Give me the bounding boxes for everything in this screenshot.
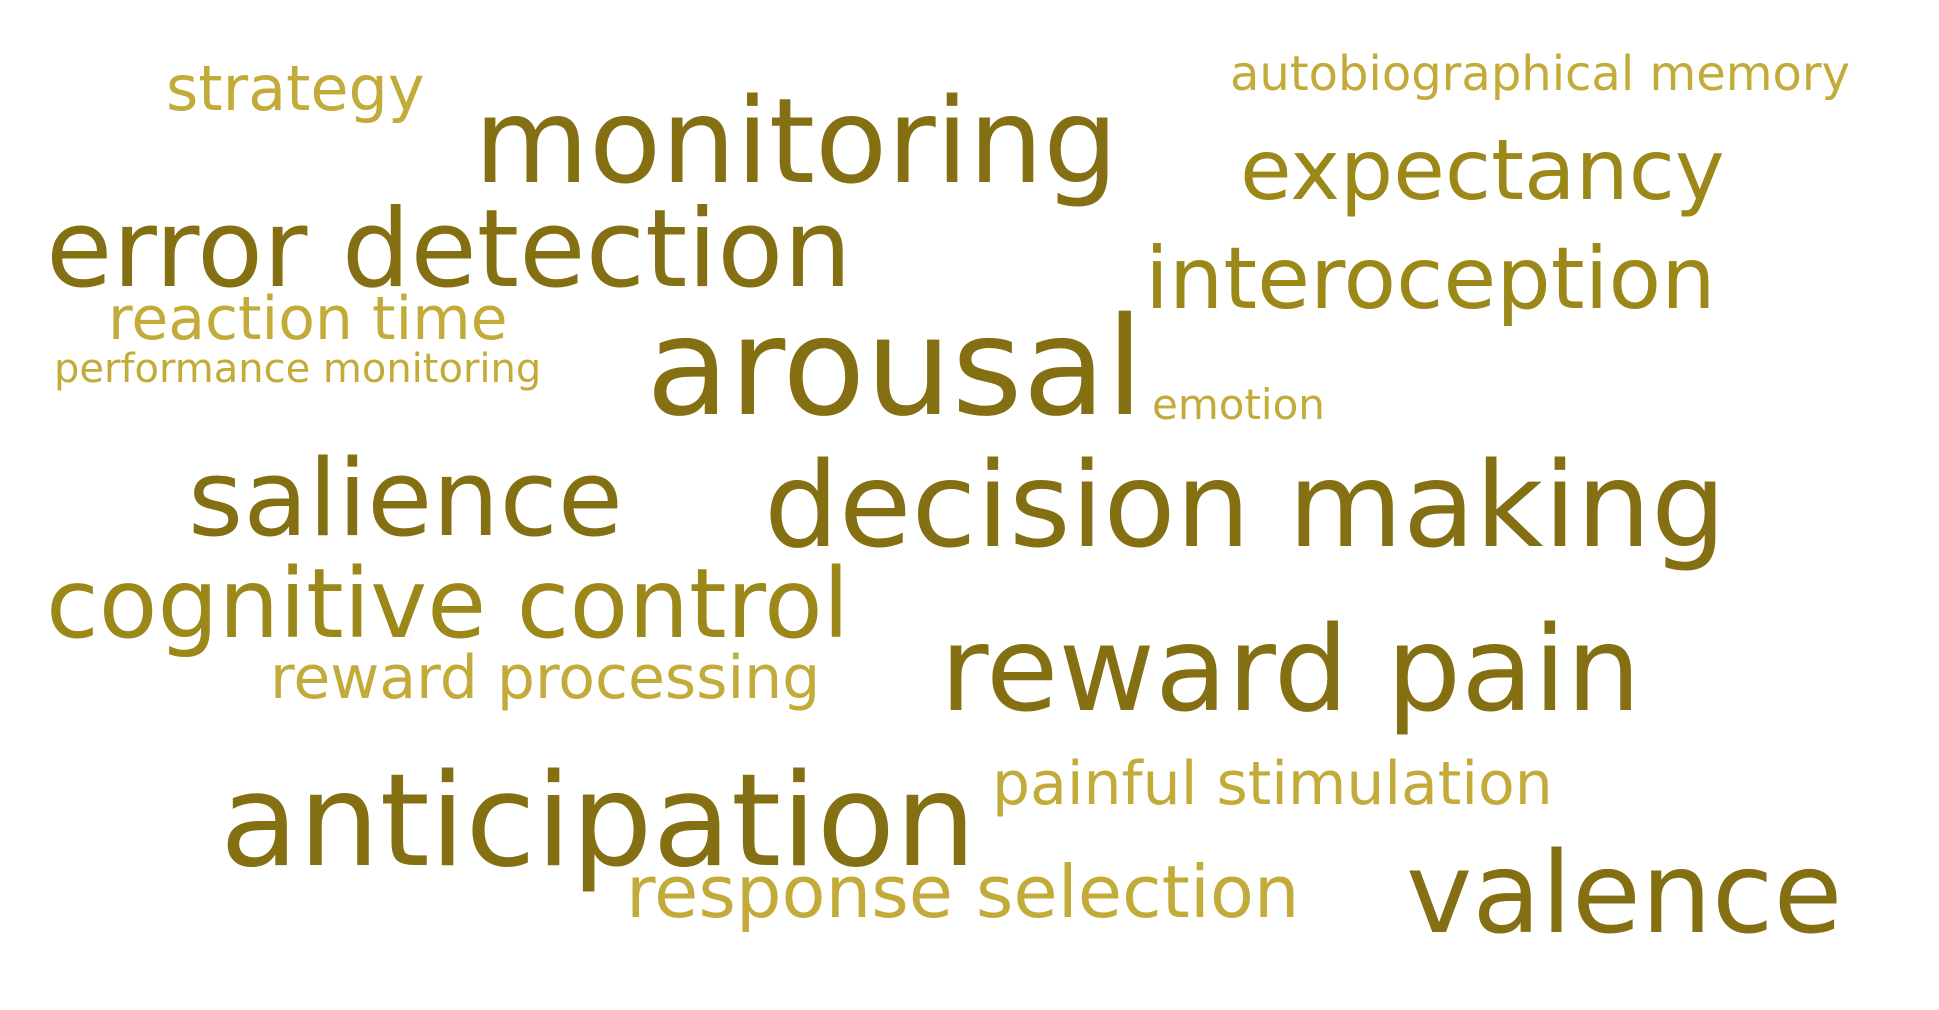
word-cognitive-control: cognitive control [46, 548, 850, 660]
word-response-selection: response selection [626, 850, 1300, 934]
word-reaction-time: reaction time [108, 284, 508, 354]
word-expectancy: expectancy [1240, 121, 1725, 219]
word-reward-processing: reward processing [270, 643, 821, 713]
word-salience: salience [188, 437, 623, 560]
word-performance-monitoring: performance monitoring [54, 346, 542, 392]
word-painful-stimulation: painful stimulation [992, 749, 1553, 819]
word-emotion: emotion [1152, 380, 1325, 429]
word-valence: valence [1406, 829, 1843, 959]
word-arousal: arousal [646, 289, 1144, 447]
word-strategy: strategy [166, 52, 425, 125]
word-interoception: interoception [1145, 229, 1716, 329]
word-autobiographical-memory: autobiographical memory [1230, 46, 1850, 102]
word-monitoring: monitoring [474, 72, 1119, 210]
word-anticipation: anticipation [220, 747, 977, 896]
word-reward-pain: reward pain [940, 600, 1641, 738]
word-error-detection: error detection [46, 187, 852, 312]
word-decision-making: decision making [764, 436, 1726, 574]
